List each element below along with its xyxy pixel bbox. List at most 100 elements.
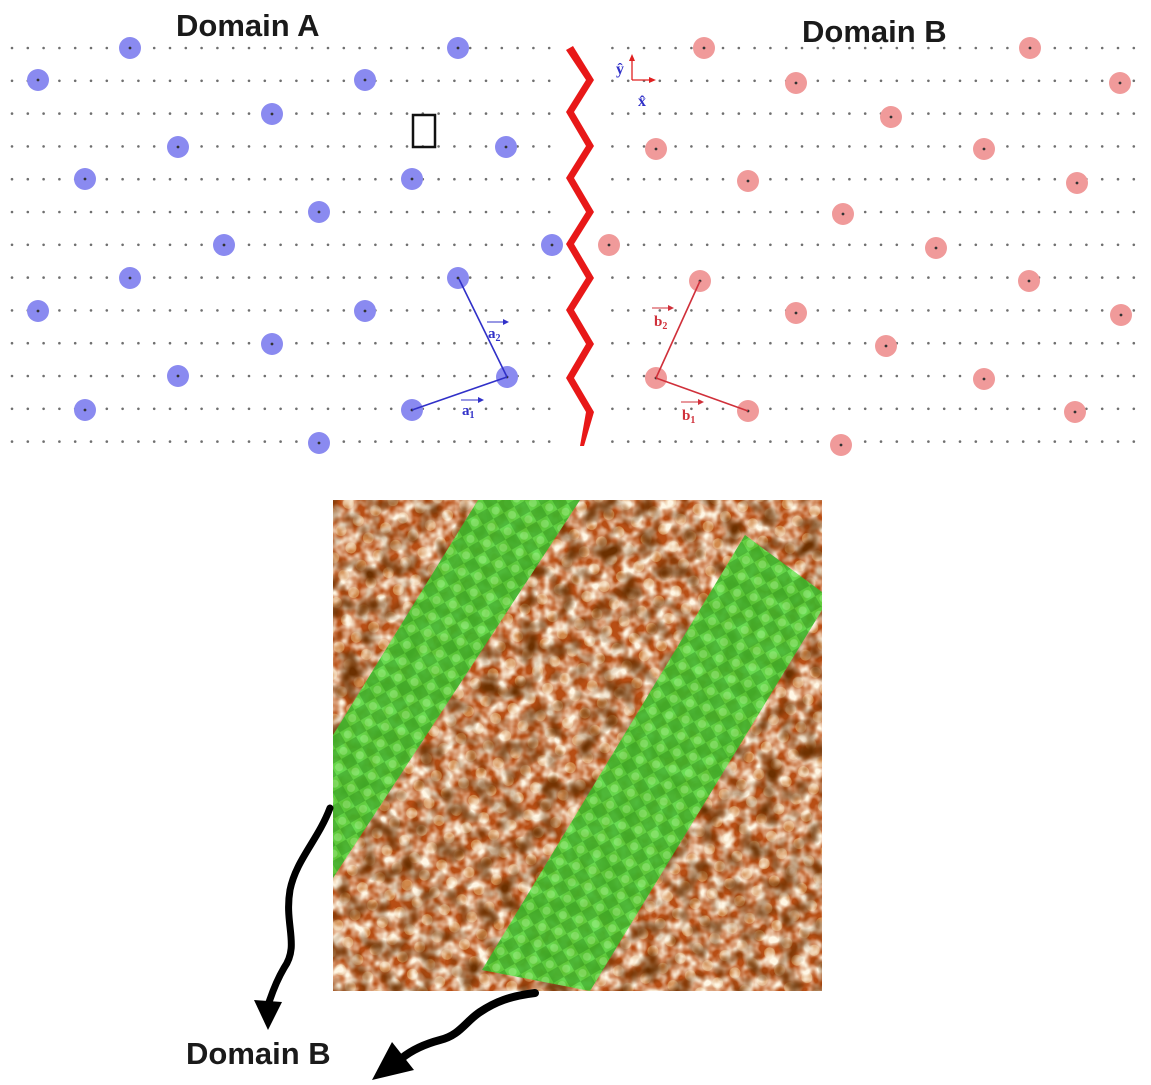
lattice-dot — [1021, 341, 1025, 345]
lattice-dot — [721, 46, 725, 50]
lattice-dot — [1132, 440, 1136, 443]
lattice-dot — [358, 112, 361, 115]
lattice-dot — [721, 374, 725, 378]
lattice-dot — [705, 309, 709, 312]
lattice-dot — [911, 374, 914, 378]
lattice-dot — [642, 112, 646, 115]
lattice-dot — [547, 145, 551, 148]
lattice-dot — [769, 145, 772, 148]
lattice-dot — [389, 210, 393, 214]
lattice-dot — [769, 407, 772, 411]
lattice-dot — [642, 210, 646, 214]
lattice-dot — [784, 177, 788, 181]
lattice-dot — [863, 309, 867, 312]
lattice-dot — [942, 177, 946, 181]
lattice-dot — [879, 374, 883, 378]
lattice-dot — [658, 112, 662, 115]
lattice-dot — [642, 374, 646, 378]
lattice-dot — [784, 145, 788, 148]
lattice-dot — [816, 276, 820, 279]
lattice-dot — [800, 374, 804, 378]
lattice-dot — [1053, 374, 1057, 378]
lattice-dot — [800, 177, 804, 181]
lattice-dot — [626, 309, 630, 312]
lattice-dot — [1069, 243, 1072, 247]
lattice-dot — [911, 243, 914, 247]
lattice-dot — [974, 309, 978, 312]
atom-center-dot — [410, 177, 414, 181]
lattice-dot — [137, 440, 140, 443]
atom-center-dot — [363, 78, 367, 82]
lattice-dot — [310, 374, 314, 378]
lattice-dot — [137, 177, 140, 181]
lattice-dot — [611, 276, 614, 279]
atom-center-dot — [1027, 279, 1031, 283]
lattice-dot — [927, 177, 930, 181]
lattice-dot — [10, 276, 14, 279]
lattice-dot — [895, 440, 899, 443]
lattice-dot — [911, 309, 914, 312]
lattice-dot — [26, 112, 30, 115]
lattice-dot — [468, 177, 472, 181]
lattice-dot — [421, 440, 425, 443]
vector-b1-label: b1 — [682, 408, 695, 426]
lattice-dot — [200, 177, 203, 181]
lattice-dot — [10, 309, 14, 312]
lattice-dot — [247, 341, 251, 345]
lattice-dot — [863, 46, 867, 50]
lattice-dot — [769, 243, 772, 247]
lattice-dot — [484, 46, 488, 50]
lattice-dot — [326, 243, 330, 247]
lattice-dot — [611, 112, 614, 115]
lattice-dot — [73, 145, 77, 148]
lattice-dot — [468, 341, 472, 345]
lattice-dot — [705, 112, 709, 115]
lattice-dot — [468, 112, 472, 115]
lattice-dot — [168, 243, 172, 247]
lattice-dot — [121, 407, 124, 411]
lattice-dot — [279, 407, 282, 411]
lattice-dot — [737, 440, 741, 443]
lattice-dot — [974, 46, 978, 50]
lattice-dot — [721, 341, 725, 345]
lattice-dot — [516, 177, 519, 181]
lattice-dot — [863, 407, 867, 411]
lattice-dot — [89, 112, 93, 115]
lattice-dot — [389, 177, 393, 181]
lattice-dot — [468, 243, 472, 247]
lattice-dot — [832, 341, 835, 345]
lattice-dot — [753, 210, 756, 214]
lattice-dot — [152, 374, 156, 378]
lattice-dot — [1069, 145, 1072, 148]
lattice-dot — [942, 276, 946, 279]
lattice-dot — [1021, 210, 1025, 214]
lattice-dot — [231, 210, 235, 214]
lattice-dot — [453, 112, 456, 115]
lattice-dot — [1006, 210, 1009, 214]
lattice-dot — [784, 341, 788, 345]
lattice-dot — [1037, 440, 1041, 443]
lattice-dot — [168, 177, 172, 181]
lattice-dot — [1132, 112, 1136, 115]
lattice-dot — [974, 243, 978, 247]
lattice-dot — [800, 341, 804, 345]
lattice-dot — [1132, 177, 1136, 181]
lattice-dot — [532, 79, 535, 83]
domain-b-stripe-right — [482, 535, 822, 991]
lattice-dot — [342, 440, 346, 443]
lattice-dot — [500, 276, 504, 279]
lattice-dot — [184, 79, 188, 83]
lattice-dot — [279, 145, 282, 148]
lattice-dot — [374, 112, 377, 115]
lattice-dot — [547, 79, 551, 83]
lattice-dot — [152, 243, 156, 247]
lattice-dot — [263, 309, 267, 312]
lattice-dot — [295, 309, 298, 312]
lattice-dot — [58, 177, 61, 181]
lattice-dot — [247, 243, 251, 247]
lattice-dot — [121, 243, 124, 247]
lattice-dot — [800, 145, 804, 148]
lattice-dot — [1085, 309, 1088, 312]
lattice-dot — [295, 440, 298, 443]
